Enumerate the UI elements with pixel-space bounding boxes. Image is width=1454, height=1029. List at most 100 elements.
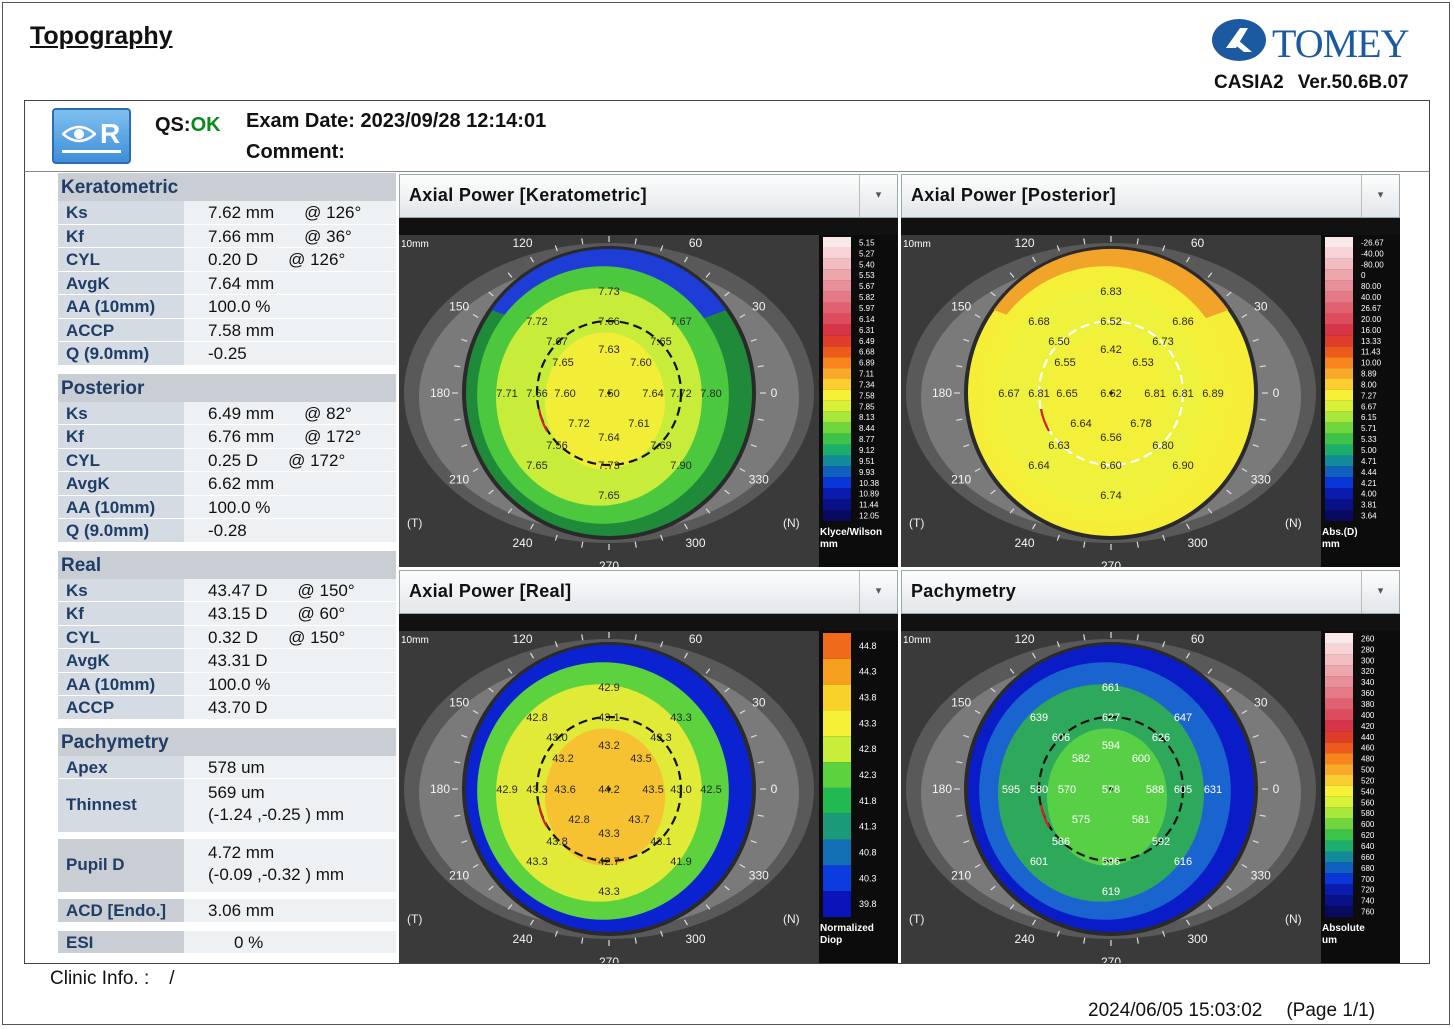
angle-tick xyxy=(1226,687,1232,693)
color-scale-swatch xyxy=(1325,862,1353,874)
color-scale-value: 400 xyxy=(1361,711,1375,720)
axis-angle-label: 210 xyxy=(449,473,469,487)
color-scale-value: 680 xyxy=(1361,864,1375,873)
angle-tick xyxy=(1136,937,1139,944)
color-scale-value: 3.64 xyxy=(1361,512,1377,521)
axis-angle-label: 300 xyxy=(685,932,705,946)
map-dropdown-button[interactable]: ▾ xyxy=(859,571,897,613)
angle-tick xyxy=(683,919,689,926)
angle-tick xyxy=(1031,919,1037,926)
color-scale-value: 5.00 xyxy=(1361,446,1377,455)
color-scale-value: 9.51 xyxy=(859,457,875,466)
angle-tick xyxy=(705,272,711,278)
pupil-circle xyxy=(535,319,683,467)
color-scale-swatch xyxy=(1325,731,1353,743)
map-axial-real: Axial Power [Real] ▾ 10mm906030033030027… xyxy=(399,570,898,963)
color-scale-swatch xyxy=(823,865,851,892)
angle-tick xyxy=(1009,272,1015,278)
angle-tick xyxy=(990,291,996,297)
color-scale-swatch xyxy=(1325,807,1353,819)
row-value: 43.70 D xyxy=(184,696,396,719)
angle-tick xyxy=(581,937,584,944)
color-scale-swatch xyxy=(823,368,851,379)
axis-angle-label: 330 xyxy=(749,869,769,883)
map-dropdown-button[interactable]: ▾ xyxy=(859,175,897,217)
row-label: Thinnest xyxy=(58,779,184,832)
thinnest-position: (-1.24 ,-0.25 ) mm xyxy=(208,805,345,824)
color-scale-value: -26.67 xyxy=(1361,238,1384,247)
map-value-label: 7.60 xyxy=(630,357,651,369)
angle-tick xyxy=(705,508,711,514)
color-scale-value: 7.11 xyxy=(859,370,875,379)
color-scale-value: 6.89 xyxy=(859,359,875,368)
color-scale-unit: mm xyxy=(820,539,838,550)
map-value-label: 43.3 xyxy=(526,784,547,796)
map-header: Pachymetry ▾ xyxy=(901,570,1400,614)
color-scale-value: 8.89 xyxy=(1361,370,1377,379)
map-value-label: 639 xyxy=(1030,712,1048,724)
eye-icon xyxy=(62,125,96,143)
color-scale-swatch xyxy=(1325,368,1353,379)
pupil-circle xyxy=(1037,319,1185,467)
axis-angle-label: 120 xyxy=(1014,632,1034,646)
color-scale-value: 6.68 xyxy=(859,348,875,357)
color-scale-value: 5.15 xyxy=(859,238,875,247)
map-value-label: 7.63 xyxy=(598,344,619,356)
angle-tick xyxy=(488,291,494,297)
map-value-label: 43.1 xyxy=(598,712,619,724)
map-value-label: 631 xyxy=(1204,784,1222,796)
angle-tick xyxy=(1207,272,1213,278)
map-axial-posterior: Axial Power [Posterior] ▾ 10mm9060300330… xyxy=(901,174,1400,567)
axis-angle-label: 300 xyxy=(685,536,705,550)
angle-tick xyxy=(705,904,711,910)
color-scale-swatch xyxy=(1325,499,1353,511)
color-scale-value: 10.00 xyxy=(1361,359,1382,368)
color-scale-value: 11.44 xyxy=(859,501,879,510)
color-scale-value: 5.53 xyxy=(859,271,875,280)
color-scale-value: 41.3 xyxy=(859,822,877,832)
color-scale-swatch xyxy=(1325,895,1353,907)
row-value: 4.72 mm (-0.09 ,-0.32 ) mm xyxy=(184,839,396,892)
row-value: 7.62 mm @ 126° xyxy=(184,201,396,224)
color-scale-value: 5.82 xyxy=(859,293,875,302)
axis-angle-label: 180 xyxy=(430,386,450,400)
angle-tick xyxy=(1162,534,1166,541)
chevron-down-icon: ▾ xyxy=(1377,585,1384,597)
row-value: 43.47 D @ 150° xyxy=(184,578,396,601)
color-scale-value: 6.49 xyxy=(859,337,875,346)
map-value-label: 42.9 xyxy=(496,784,517,796)
row-label: CYL xyxy=(58,625,184,648)
row-value: 569 um (-1.24 ,-0.25 ) mm xyxy=(184,779,396,832)
map-value-label: 7.61 xyxy=(628,418,649,430)
row-value: 0.20 D @ 126° xyxy=(184,248,396,271)
map-value-label: 43.6 xyxy=(554,784,575,796)
angle-tick xyxy=(488,885,494,891)
color-scale-swatch xyxy=(1325,829,1353,841)
angle-tick xyxy=(724,291,730,297)
angle-tick xyxy=(529,256,535,263)
axis-angle-label: 60 xyxy=(1191,236,1205,250)
map-dropdown-button[interactable]: ▾ xyxy=(1361,571,1399,613)
color-scale-value: 44.3 xyxy=(859,667,877,677)
scale-label: 10mm xyxy=(903,635,931,646)
map-value-label: 6.64 xyxy=(1070,418,1091,430)
measurement-row: AA (10mm) 100.0 % xyxy=(58,295,396,319)
color-scale-swatch xyxy=(823,237,851,248)
color-scale-value: 0 xyxy=(1361,271,1366,280)
angle-tick xyxy=(1162,245,1166,252)
map-axial-keratometric: Axial Power [Keratometric] ▾ 10mm9060300… xyxy=(399,174,898,567)
axis-value: @ 150° xyxy=(297,580,355,600)
measure-value: 7.58 mm xyxy=(208,320,275,340)
map-dropdown-button[interactable]: ▾ xyxy=(1361,175,1399,217)
map-value-label: 7.73 xyxy=(598,286,619,298)
map-title: Pachymetry xyxy=(911,581,1017,601)
color-scale-swatch xyxy=(1325,291,1353,303)
color-scale-swatch xyxy=(1325,665,1353,677)
color-scale-swatch xyxy=(823,736,851,763)
section-real-title: Real xyxy=(58,550,396,579)
angle-tick xyxy=(634,238,637,245)
color-scale-swatch xyxy=(1325,654,1353,666)
map-value-label: 605 xyxy=(1174,784,1192,796)
map-value-label: 6.64 xyxy=(1028,460,1049,472)
color-scale-swatch xyxy=(1325,302,1353,314)
